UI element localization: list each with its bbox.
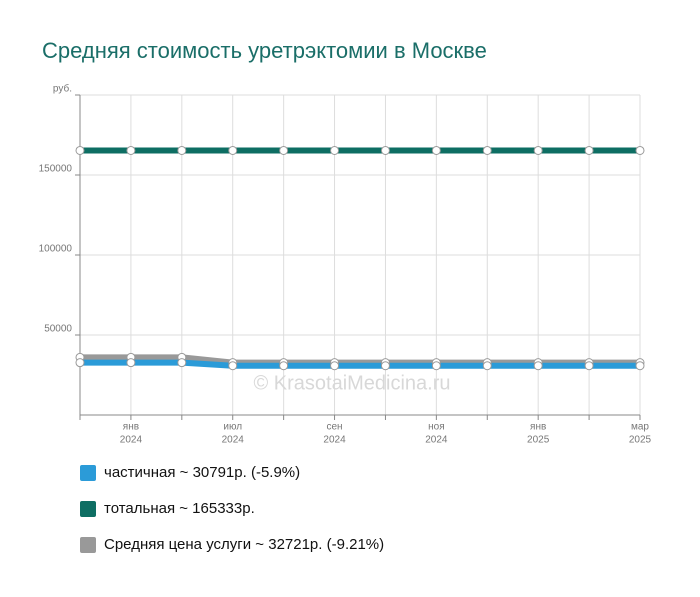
y-tick-label: 50000 xyxy=(44,324,72,335)
watermark: © KrasotaiMedicina.ru xyxy=(253,372,450,394)
point xyxy=(177,358,187,368)
point xyxy=(533,361,543,371)
point xyxy=(533,145,543,155)
x-tick-label: сен xyxy=(326,422,342,433)
point xyxy=(177,145,187,155)
point xyxy=(584,361,594,371)
point xyxy=(431,361,441,371)
point xyxy=(126,358,136,368)
series-line xyxy=(80,354,640,366)
point xyxy=(126,145,136,155)
point xyxy=(482,145,492,155)
point xyxy=(75,358,85,368)
y-tick-label: 100000 xyxy=(39,244,73,255)
point xyxy=(228,145,238,155)
x-tick-label: янв xyxy=(123,422,139,433)
x-tick-label: 2024 xyxy=(120,435,143,446)
x-tick-label: мар xyxy=(631,422,649,433)
x-tick-label: 2024 xyxy=(425,435,448,446)
x-tick-label: 2025 xyxy=(527,435,550,446)
series-line xyxy=(80,359,640,369)
point xyxy=(380,145,390,155)
x-tick-label: 2025 xyxy=(629,435,652,446)
point xyxy=(380,361,390,371)
legend-label: тотальная ~ 165333р. xyxy=(104,500,255,517)
x-tick-label: ноя xyxy=(428,422,445,433)
legend-swatch xyxy=(80,501,96,517)
legend-swatch xyxy=(80,465,96,481)
x-tick-label: 2024 xyxy=(222,435,245,446)
legend-label: частичная ~ 30791р. (-5.9%) xyxy=(104,464,300,481)
point xyxy=(279,361,289,371)
point xyxy=(584,145,594,155)
point xyxy=(279,145,289,155)
x-tick-label: янв xyxy=(530,422,546,433)
chart-title: Средняя стоимость уретрэктомии в Москве xyxy=(42,38,487,63)
x-tick-label: 2024 xyxy=(323,435,346,446)
point xyxy=(635,361,645,371)
x-tick-label: июл xyxy=(223,422,242,433)
point xyxy=(75,145,85,155)
legend-label: Средняя цена услуги ~ 32721р. (-9.21%) xyxy=(104,536,384,553)
point xyxy=(482,361,492,371)
point xyxy=(330,145,340,155)
point xyxy=(635,145,645,155)
point xyxy=(228,361,238,371)
legend-swatch xyxy=(80,537,96,553)
y-tick-label: 150000 xyxy=(39,164,73,175)
y-tick-label: руб. xyxy=(53,83,72,95)
point xyxy=(330,361,340,371)
point xyxy=(431,145,441,155)
